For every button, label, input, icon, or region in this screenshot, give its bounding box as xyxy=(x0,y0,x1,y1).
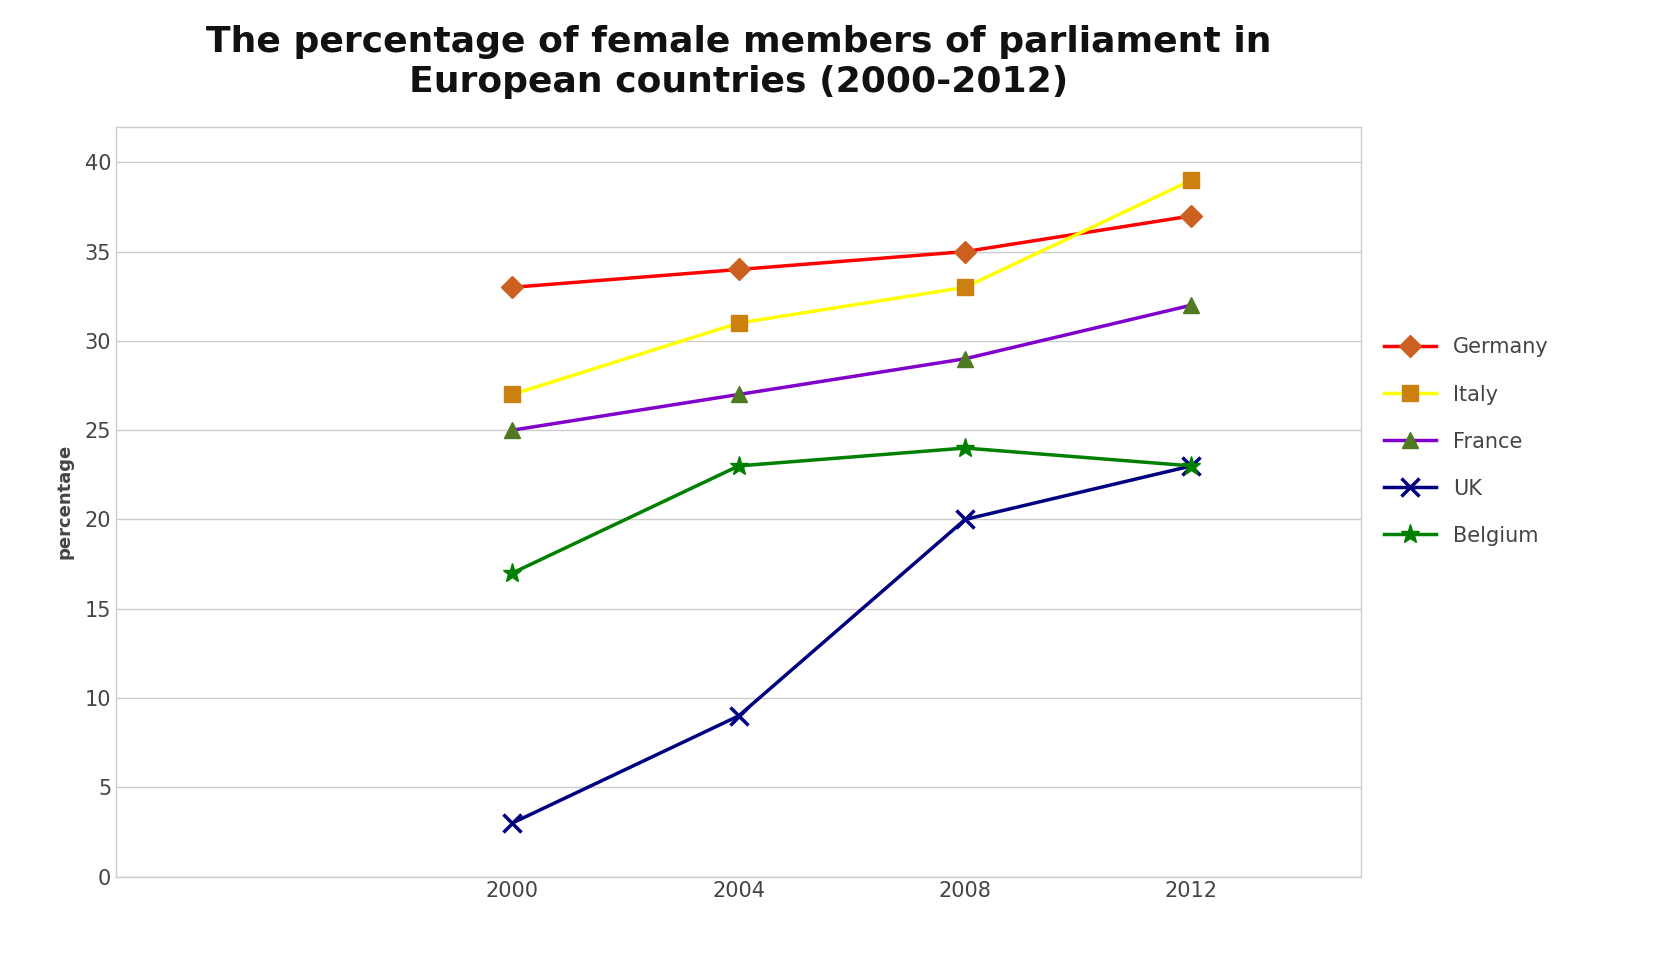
Line: UK: UK xyxy=(503,457,1200,832)
Italy xyxy=(503,389,523,400)
Italy xyxy=(954,281,974,293)
Title: The percentage of female members of parliament in
European countries (2000-2012): The percentage of female members of parl… xyxy=(206,25,1272,99)
Germany xyxy=(954,245,974,257)
Line: France: France xyxy=(505,297,1199,438)
Line: Italy: Italy xyxy=(505,172,1199,402)
UK xyxy=(729,710,749,722)
France xyxy=(503,425,523,436)
Belgium xyxy=(954,442,974,454)
Belgium xyxy=(1182,460,1202,471)
Germany xyxy=(729,264,749,276)
UK xyxy=(1182,460,1202,471)
Legend: Germany, Italy, France, UK, Belgium: Germany, Italy, France, UK, Belgium xyxy=(1384,337,1549,545)
Germany xyxy=(1182,210,1202,222)
Y-axis label: percentage: percentage xyxy=(56,444,73,559)
France xyxy=(954,353,974,364)
France xyxy=(1182,299,1202,311)
Germany xyxy=(503,281,523,293)
Belgium xyxy=(729,460,749,471)
UK xyxy=(954,513,974,525)
Italy xyxy=(1182,174,1202,186)
UK xyxy=(503,817,523,829)
France xyxy=(729,389,749,400)
Line: Germany: Germany xyxy=(505,208,1199,295)
Belgium xyxy=(503,567,523,579)
Italy xyxy=(729,318,749,329)
Line: Belgium: Belgium xyxy=(503,438,1202,582)
